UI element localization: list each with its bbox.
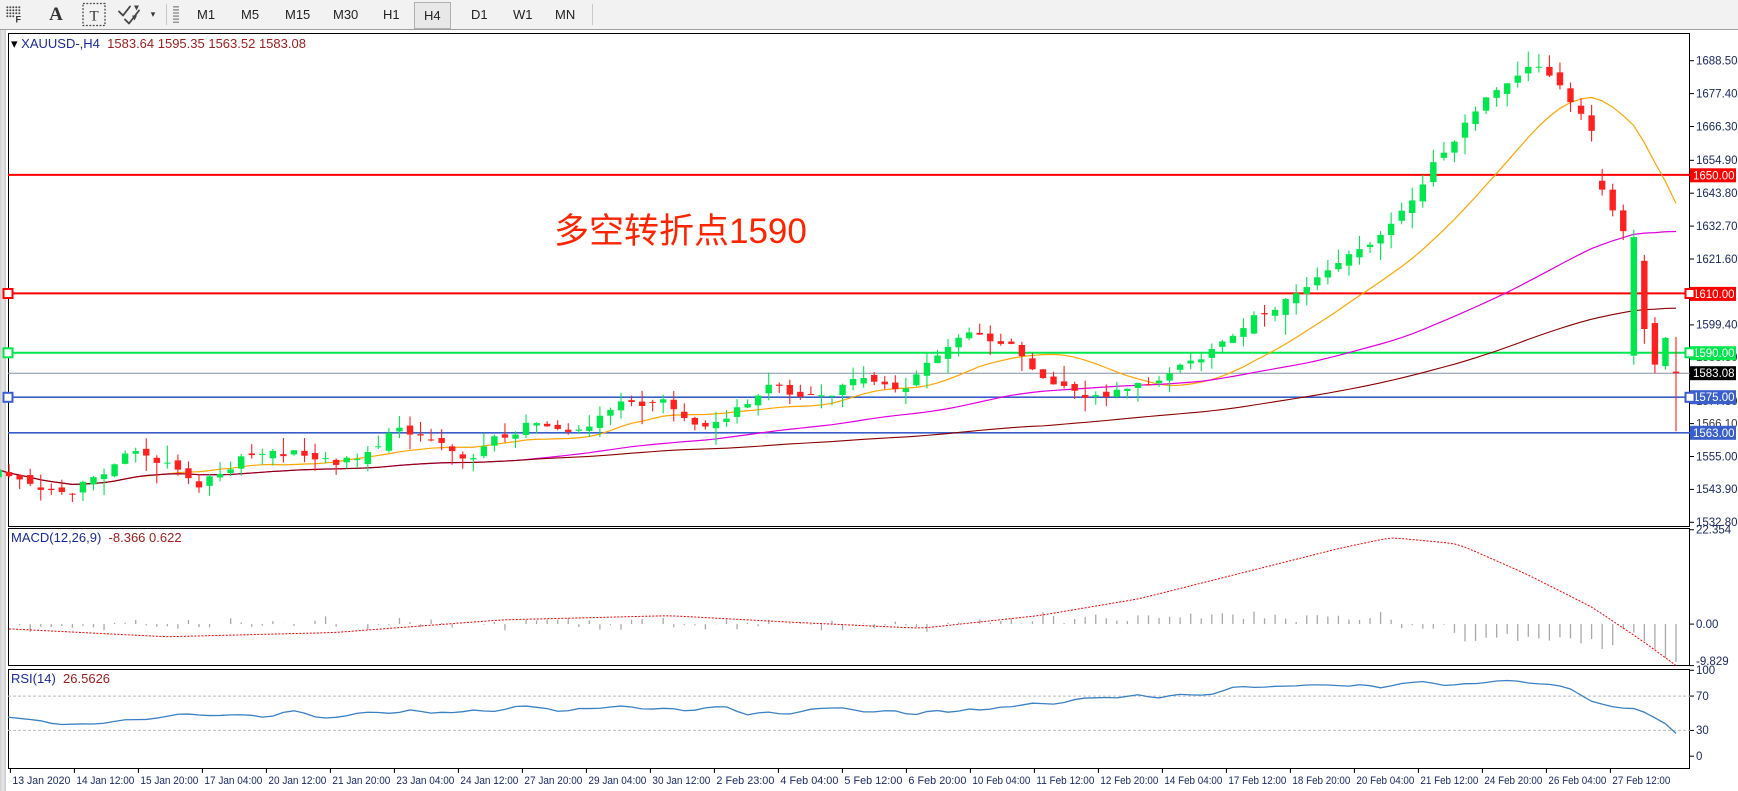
svg-text:1555.00: 1555.00	[1696, 451, 1738, 463]
svg-text:1677.40: 1677.40	[1696, 88, 1738, 100]
svg-text:17 Jan 04:00: 17 Jan 04:00	[204, 775, 262, 787]
svg-text:17 Feb 12:00: 17 Feb 12:00	[1228, 775, 1286, 787]
svg-text:1575.00: 1575.00	[1693, 392, 1735, 404]
svg-text:22.354: 22.354	[1696, 525, 1732, 537]
svg-text:14 Jan 12:00: 14 Jan 12:00	[76, 775, 134, 787]
svg-text:70: 70	[1696, 691, 1709, 703]
svg-text:18 Feb 20:00: 18 Feb 20:00	[1292, 775, 1350, 787]
svg-text:23 Jan 04:00: 23 Jan 04:00	[396, 775, 454, 787]
svg-text:多空转折点1590: 多空转折点1590	[554, 212, 807, 251]
svg-text:12 Feb 20:00: 12 Feb 20:00	[1100, 775, 1158, 787]
svg-text:11 Feb 12:00: 11 Feb 12:00	[1036, 775, 1094, 787]
svg-text:1621.60: 1621.60	[1696, 254, 1738, 266]
svg-text:1590.00: 1590.00	[1693, 348, 1735, 360]
svg-text:2 Feb 23:00: 2 Feb 23:00	[716, 775, 774, 787]
svg-text:0: 0	[1696, 751, 1702, 763]
svg-text:14 Feb 04:00: 14 Feb 04:00	[1164, 775, 1222, 787]
svg-text:1688.50: 1688.50	[1696, 56, 1738, 68]
svg-text:6 Feb 20:00: 6 Feb 20:00	[908, 775, 966, 787]
svg-text:5 Feb 12:00: 5 Feb 12:00	[844, 775, 902, 787]
svg-text:4 Feb 04:00: 4 Feb 04:00	[780, 775, 838, 787]
svg-text:30 Jan 12:00: 30 Jan 12:00	[652, 775, 710, 787]
svg-text:27 Jan 20:00: 27 Jan 20:00	[524, 775, 582, 787]
svg-text:1643.80: 1643.80	[1696, 188, 1738, 200]
svg-text:27 Feb 12:00: 27 Feb 12:00	[1612, 775, 1670, 787]
svg-text:13 Jan 2020: 13 Jan 2020	[12, 775, 70, 787]
svg-text:1650.00: 1650.00	[1693, 170, 1735, 182]
svg-text:1654.90: 1654.90	[1696, 155, 1738, 167]
svg-text:1610.00: 1610.00	[1693, 289, 1735, 301]
svg-text:21 Jan 20:00: 21 Jan 20:00	[332, 775, 390, 787]
svg-text:15 Jan 20:00: 15 Jan 20:00	[140, 775, 198, 787]
svg-text:24 Jan 12:00: 24 Jan 12:00	[460, 775, 518, 787]
svg-text:30: 30	[1696, 725, 1709, 737]
svg-text:100: 100	[1696, 665, 1715, 677]
svg-text:20 Jan 12:00: 20 Jan 12:00	[268, 775, 326, 787]
svg-text:1632.70: 1632.70	[1696, 221, 1738, 233]
svg-text:10 Feb 04:00: 10 Feb 04:00	[972, 775, 1030, 787]
svg-text:21 Feb 12:00: 21 Feb 12:00	[1420, 775, 1478, 787]
svg-text:24 Feb 20:00: 24 Feb 20:00	[1484, 775, 1542, 787]
svg-text:26 Feb 04:00: 26 Feb 04:00	[1548, 775, 1606, 787]
svg-text:1599.40: 1599.40	[1696, 320, 1738, 332]
svg-text:0.00: 0.00	[1696, 619, 1718, 631]
svg-text:1666.30: 1666.30	[1696, 121, 1738, 133]
svg-text:29 Jan 04:00: 29 Jan 04:00	[588, 775, 646, 787]
svg-text:1543.90: 1543.90	[1696, 484, 1738, 496]
svg-text:1563.00: 1563.00	[1693, 428, 1735, 440]
svg-text:1583.08: 1583.08	[1693, 368, 1735, 380]
svg-text:20 Feb 04:00: 20 Feb 04:00	[1356, 775, 1414, 787]
